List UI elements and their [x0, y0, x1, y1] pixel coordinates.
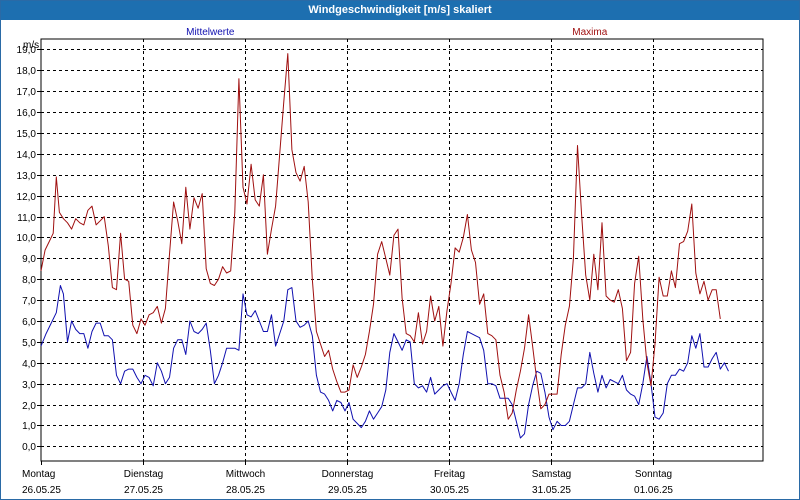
x-tick-date-label: 27.05.25	[124, 485, 163, 496]
y-tick-label: 3,0	[22, 380, 36, 391]
legend-label-maxima: Maxima	[572, 27, 607, 38]
series-line-maxima	[40, 53, 721, 420]
y-tick-label: 10,0	[17, 233, 37, 244]
y-tick-label: 7,0	[22, 296, 36, 307]
x-tick-date-label: 29.05.25	[328, 485, 367, 496]
wind-speed-chart: 0,0 1,0 2,0 3,0 4,0 5,0 6,0 7,0 8,0 9,0 10,0 11,0 12…	[17, 27, 764, 496]
x-tick-day-label: Freitag	[434, 469, 465, 480]
window-title: Windgeschwindigkeit [m/s] skaliert	[1, 1, 799, 20]
y-tick-label: 16,0	[17, 108, 37, 119]
y-tick-label: 8,0	[22, 275, 36, 286]
y-tick-label: 1,0	[22, 421, 36, 432]
y-tick-label: 0,0	[22, 442, 36, 453]
y-tick-label: 11,0	[17, 213, 36, 224]
legend-label-mittelwerte: Mittelwerte	[186, 27, 235, 38]
y-tick-label: 17,0	[17, 87, 37, 98]
x-tick-date-label: 01.06.25	[634, 485, 673, 496]
y-tick-label: 13,0	[17, 171, 37, 182]
y-tick-label: 5,0	[22, 338, 36, 349]
x-tick-day-label: Montag	[22, 469, 55, 480]
y-axis-label: m/s	[23, 40, 39, 51]
y-tick-label: 12,0	[17, 192, 37, 203]
x-tick-day-label: Dienstag	[124, 469, 163, 480]
x-tick-date-label: 30.05.25	[430, 485, 469, 496]
y-tick-label: 4,0	[22, 359, 36, 370]
x-tick-date-label: 28.05.25	[226, 485, 265, 496]
series-line-mittelwerte	[40, 285, 729, 439]
x-tick-day-label: Mittwoch	[226, 469, 265, 480]
y-tick-label: 2,0	[22, 401, 36, 412]
y-tick-label: 15,0	[17, 129, 37, 140]
x-tick-day-label: Sonntag	[635, 469, 672, 480]
y-tick-label: 19,0	[17, 45, 37, 56]
y-tick-label: 14,0	[17, 150, 37, 161]
x-tick-day-label: Donnerstag	[322, 469, 374, 480]
x-tick-day-label: Samstag	[532, 469, 571, 480]
x-tick-date-label: 31.05.25	[532, 485, 571, 496]
plot-area	[40, 38, 764, 462]
x-tick-date-label: 26.05.25	[22, 485, 61, 496]
y-tick-label: 9,0	[22, 254, 36, 265]
y-tick-label: 18,0	[17, 66, 37, 77]
y-tick-label: 6,0	[22, 317, 36, 328]
